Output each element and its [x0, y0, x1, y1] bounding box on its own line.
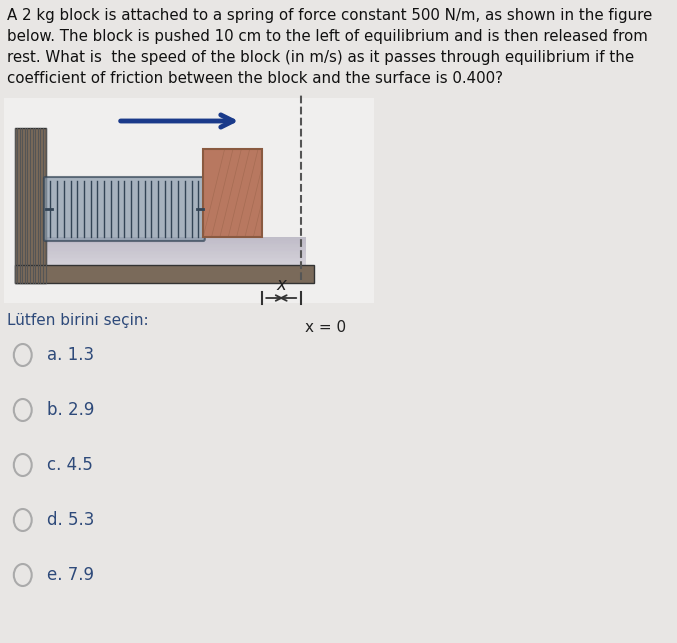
Text: x: x [276, 276, 286, 294]
Bar [45, 242, 305, 244]
Text: d. 5.3: d. 5.3 [47, 511, 95, 529]
Bar [45, 237, 305, 265]
Text: b. 2.9: b. 2.9 [47, 401, 95, 419]
Bar [45, 239, 305, 240]
FancyBboxPatch shape [4, 98, 374, 303]
Bar [45, 237, 305, 239]
Text: x = 0: x = 0 [305, 320, 346, 335]
Bar [45, 246, 305, 247]
Bar [45, 251, 305, 253]
Bar [45, 254, 305, 255]
Text: Lütfen birini seçin:: Lütfen birini seçin: [7, 313, 148, 328]
Text: e. 7.9: e. 7.9 [47, 566, 94, 584]
Bar [45, 247, 305, 248]
Bar [45, 257, 305, 258]
Text: a. 1.3: a. 1.3 [47, 346, 94, 364]
Bar [203, 149, 262, 237]
Bar [45, 264, 305, 265]
Bar [45, 248, 305, 249]
Bar [45, 255, 305, 257]
Bar [45, 261, 305, 262]
Bar [15, 265, 313, 283]
Bar [45, 262, 305, 264]
Bar [45, 241, 305, 242]
Bar [45, 258, 305, 259]
Bar [45, 259, 305, 261]
Bar [45, 240, 305, 241]
Bar [45, 244, 305, 246]
Bar [45, 249, 305, 251]
Text: A 2 kg block is attached to a spring of force constant 500 N/m, as shown in the : A 2 kg block is attached to a spring of … [7, 8, 652, 86]
Bar [15, 128, 45, 283]
Bar [45, 253, 305, 254]
Text: c. 4.5: c. 4.5 [47, 456, 93, 474]
FancyBboxPatch shape [44, 177, 205, 241]
